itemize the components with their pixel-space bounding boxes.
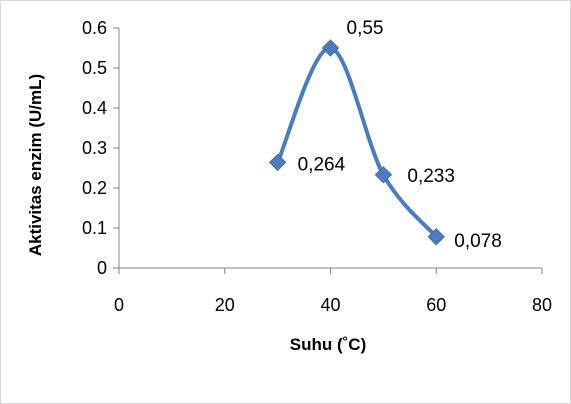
y-tick-label: 0.5: [82, 58, 107, 78]
data-label: 0,078: [454, 231, 502, 252]
data-point-marker: [374, 166, 393, 184]
data-point-marker: [321, 39, 340, 57]
x-tick-label: 60: [426, 295, 446, 315]
series: [275, 46, 439, 239]
y-tick-label: 0.1: [82, 218, 107, 238]
x-tick-label: 40: [320, 295, 340, 315]
series-line: [275, 46, 439, 239]
data-label: 0,233: [407, 166, 455, 187]
data-point-marker: [268, 153, 287, 172]
y-tick-label: 0.3: [82, 138, 107, 158]
y-tick-label: 0.2: [82, 178, 107, 198]
ticks: 0 0.1 0.2 0.3 0.4 0.5 0.6 0 20 40 60 80: [82, 18, 552, 315]
y-tick-label: 0: [97, 258, 107, 278]
data-point-marker: [427, 228, 445, 246]
data-label: 0,264: [298, 154, 346, 175]
data-labels: 0,264 0,55 0,233 0,078: [298, 18, 502, 252]
markers: [268, 39, 445, 246]
x-tick-label: 80: [532, 295, 552, 315]
x-tick-label: 0: [114, 295, 124, 315]
x-axis-title: Suhu (˚C): [290, 335, 366, 354]
y-tick-label: 0.4: [82, 98, 107, 118]
x-tick-label: 20: [215, 295, 235, 315]
y-axis-title: Aktivitas enzim (U/mL): [26, 74, 45, 256]
data-label: 0,55: [347, 18, 384, 39]
y-tick-label: 0.6: [82, 18, 107, 38]
